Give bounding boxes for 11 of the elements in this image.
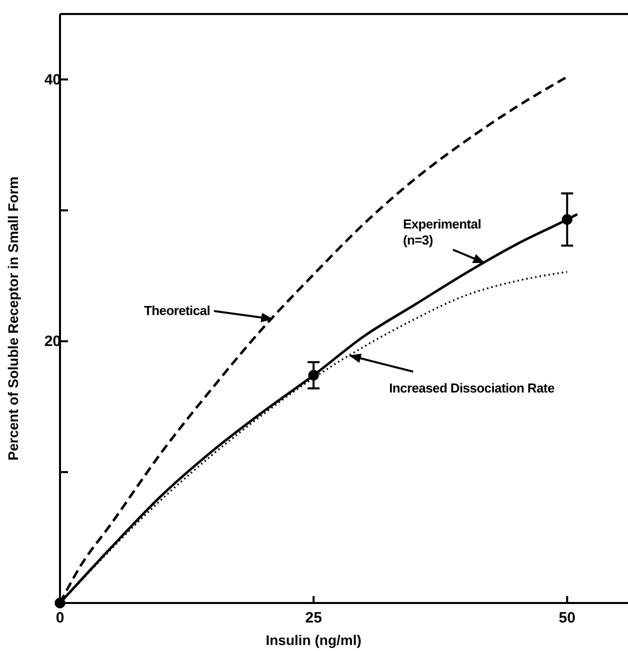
- point: [308, 370, 319, 381]
- x-tick-label: 0: [56, 610, 64, 626]
- point: [54, 598, 66, 608]
- x-tick-label: 50: [558, 610, 576, 626]
- point: [562, 214, 572, 225]
- x-axis-title: Insulin (ng/ml): [266, 632, 362, 648]
- annotation: Increased Dissociation Rate: [389, 380, 554, 396]
- x-tick-label: 25: [305, 610, 322, 626]
- annotation: Experimental (n=3): [402, 216, 482, 248]
- y-axis-title: Percent of Soluble Receptor in Small Form: [5, 176, 21, 460]
- annotation: Theoretical: [144, 302, 210, 318]
